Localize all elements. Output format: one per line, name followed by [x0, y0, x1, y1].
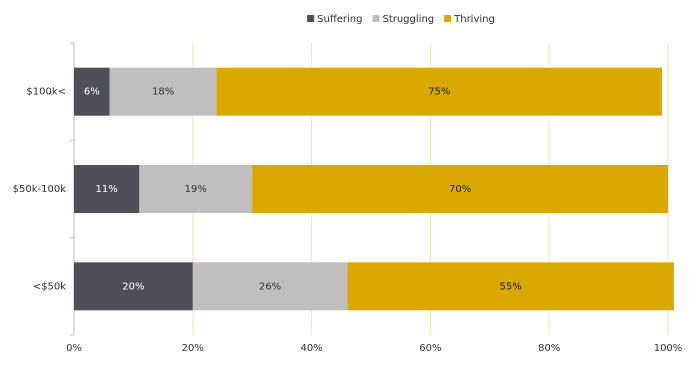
bar-segment — [192, 262, 348, 311]
bar-segment — [74, 165, 140, 213]
legend-swatch — [444, 15, 452, 22]
x-tick-label: 100% — [654, 343, 683, 354]
x-tick-label: 80% — [538, 343, 560, 354]
value-label: 75% — [428, 87, 450, 98]
legend-swatch — [307, 15, 315, 22]
value-label: 70% — [449, 184, 471, 195]
bar-segment — [74, 67, 110, 116]
value-label: 55% — [499, 281, 521, 292]
bar-segment — [216, 67, 663, 116]
value-label: 26% — [259, 281, 281, 292]
legend-swatch — [372, 15, 380, 22]
bar-segment — [139, 165, 253, 213]
x-tick-label: 20% — [182, 343, 204, 354]
x-tick-label: 40% — [300, 343, 322, 354]
x-tick-label: 0% — [66, 343, 82, 354]
legend: Suffering Struggling Thriving — [307, 14, 495, 25]
bar-segment — [347, 262, 674, 311]
value-label: 18% — [152, 87, 174, 98]
y-tick-label: <$50k — [33, 281, 66, 292]
value-label: 20% — [122, 281, 144, 292]
value-label: 11% — [96, 184, 118, 195]
bar-segment — [74, 262, 193, 311]
value-label: 6% — [84, 87, 100, 98]
legend-label: Thriving — [453, 14, 495, 25]
bar-segment — [252, 165, 668, 213]
x-tick-label: 60% — [419, 343, 441, 354]
legend-label: Struggling — [382, 14, 434, 25]
legend-label: Suffering — [317, 14, 362, 25]
y-tick-label: $50k-100k — [13, 184, 67, 195]
value-label: 19% — [185, 184, 207, 195]
bar-segment — [109, 67, 217, 116]
y-tick-label: $100k< — [26, 87, 66, 98]
